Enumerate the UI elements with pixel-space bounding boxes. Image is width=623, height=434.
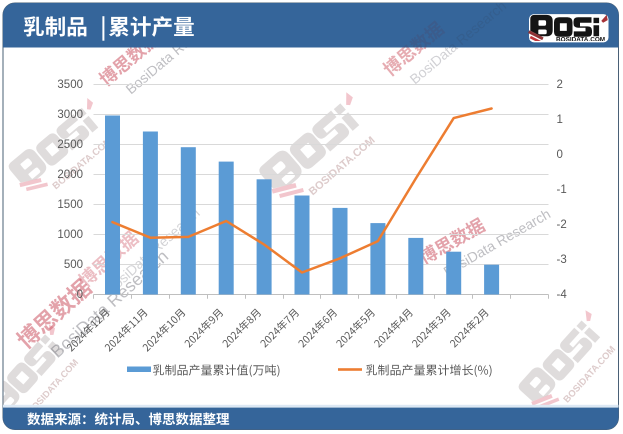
svg-text:-4: -4 xyxy=(557,289,568,301)
svg-text:2: 2 xyxy=(557,79,563,91)
svg-text:1000: 1000 xyxy=(57,229,83,241)
svg-text:-1: -1 xyxy=(557,184,567,196)
svg-text:1: 1 xyxy=(557,114,563,126)
svg-text:500: 500 xyxy=(64,259,83,271)
svg-text:1500: 1500 xyxy=(57,199,83,211)
svg-text:-2: -2 xyxy=(557,219,567,231)
svg-text:2000: 2000 xyxy=(57,169,83,181)
svg-text:0: 0 xyxy=(77,289,83,301)
svg-text:0: 0 xyxy=(557,149,563,161)
svg-text:3500: 3500 xyxy=(57,79,83,91)
svg-text:2500: 2500 xyxy=(57,139,83,151)
svg-text:3000: 3000 xyxy=(57,109,83,121)
svg-text:-3: -3 xyxy=(557,254,567,266)
